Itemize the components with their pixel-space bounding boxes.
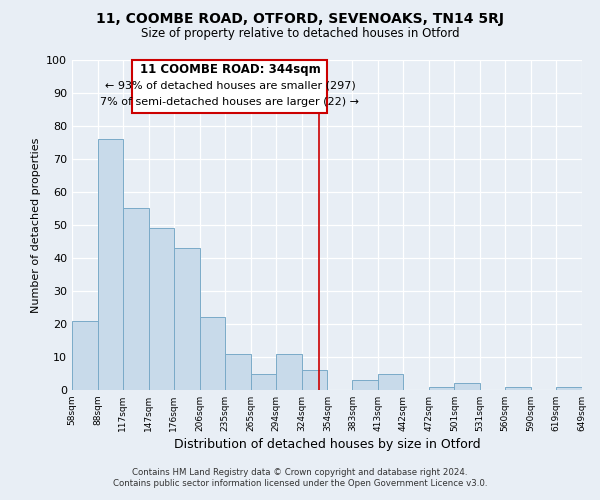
Text: 11 COOMBE ROAD: 344sqm: 11 COOMBE ROAD: 344sqm — [140, 63, 320, 76]
Bar — [302, 370, 328, 390]
Text: ← 93% of detached houses are smaller (297): ← 93% of detached houses are smaller (29… — [104, 80, 355, 90]
Text: Contains HM Land Registry data © Crown copyright and database right 2024.
Contai: Contains HM Land Registry data © Crown c… — [113, 468, 487, 487]
Bar — [429, 386, 454, 390]
Bar — [98, 139, 123, 390]
Text: Size of property relative to detached houses in Otford: Size of property relative to detached ho… — [140, 28, 460, 40]
Bar — [505, 386, 531, 390]
Bar — [275, 354, 302, 390]
Bar — [225, 354, 251, 390]
Y-axis label: Number of detached properties: Number of detached properties — [31, 138, 41, 312]
Bar — [174, 248, 200, 390]
Bar — [454, 384, 480, 390]
Bar — [556, 386, 582, 390]
Bar — [123, 208, 149, 390]
Bar — [352, 380, 379, 390]
X-axis label: Distribution of detached houses by size in Otford: Distribution of detached houses by size … — [173, 438, 481, 451]
Bar — [251, 374, 275, 390]
Bar — [72, 320, 98, 390]
Bar — [149, 228, 174, 390]
Text: 11, COOMBE ROAD, OTFORD, SEVENOAKS, TN14 5RJ: 11, COOMBE ROAD, OTFORD, SEVENOAKS, TN14… — [96, 12, 504, 26]
Bar — [379, 374, 403, 390]
Bar — [200, 318, 225, 390]
Text: 7% of semi-detached houses are larger (22) →: 7% of semi-detached houses are larger (2… — [100, 97, 359, 107]
FancyBboxPatch shape — [133, 60, 328, 113]
